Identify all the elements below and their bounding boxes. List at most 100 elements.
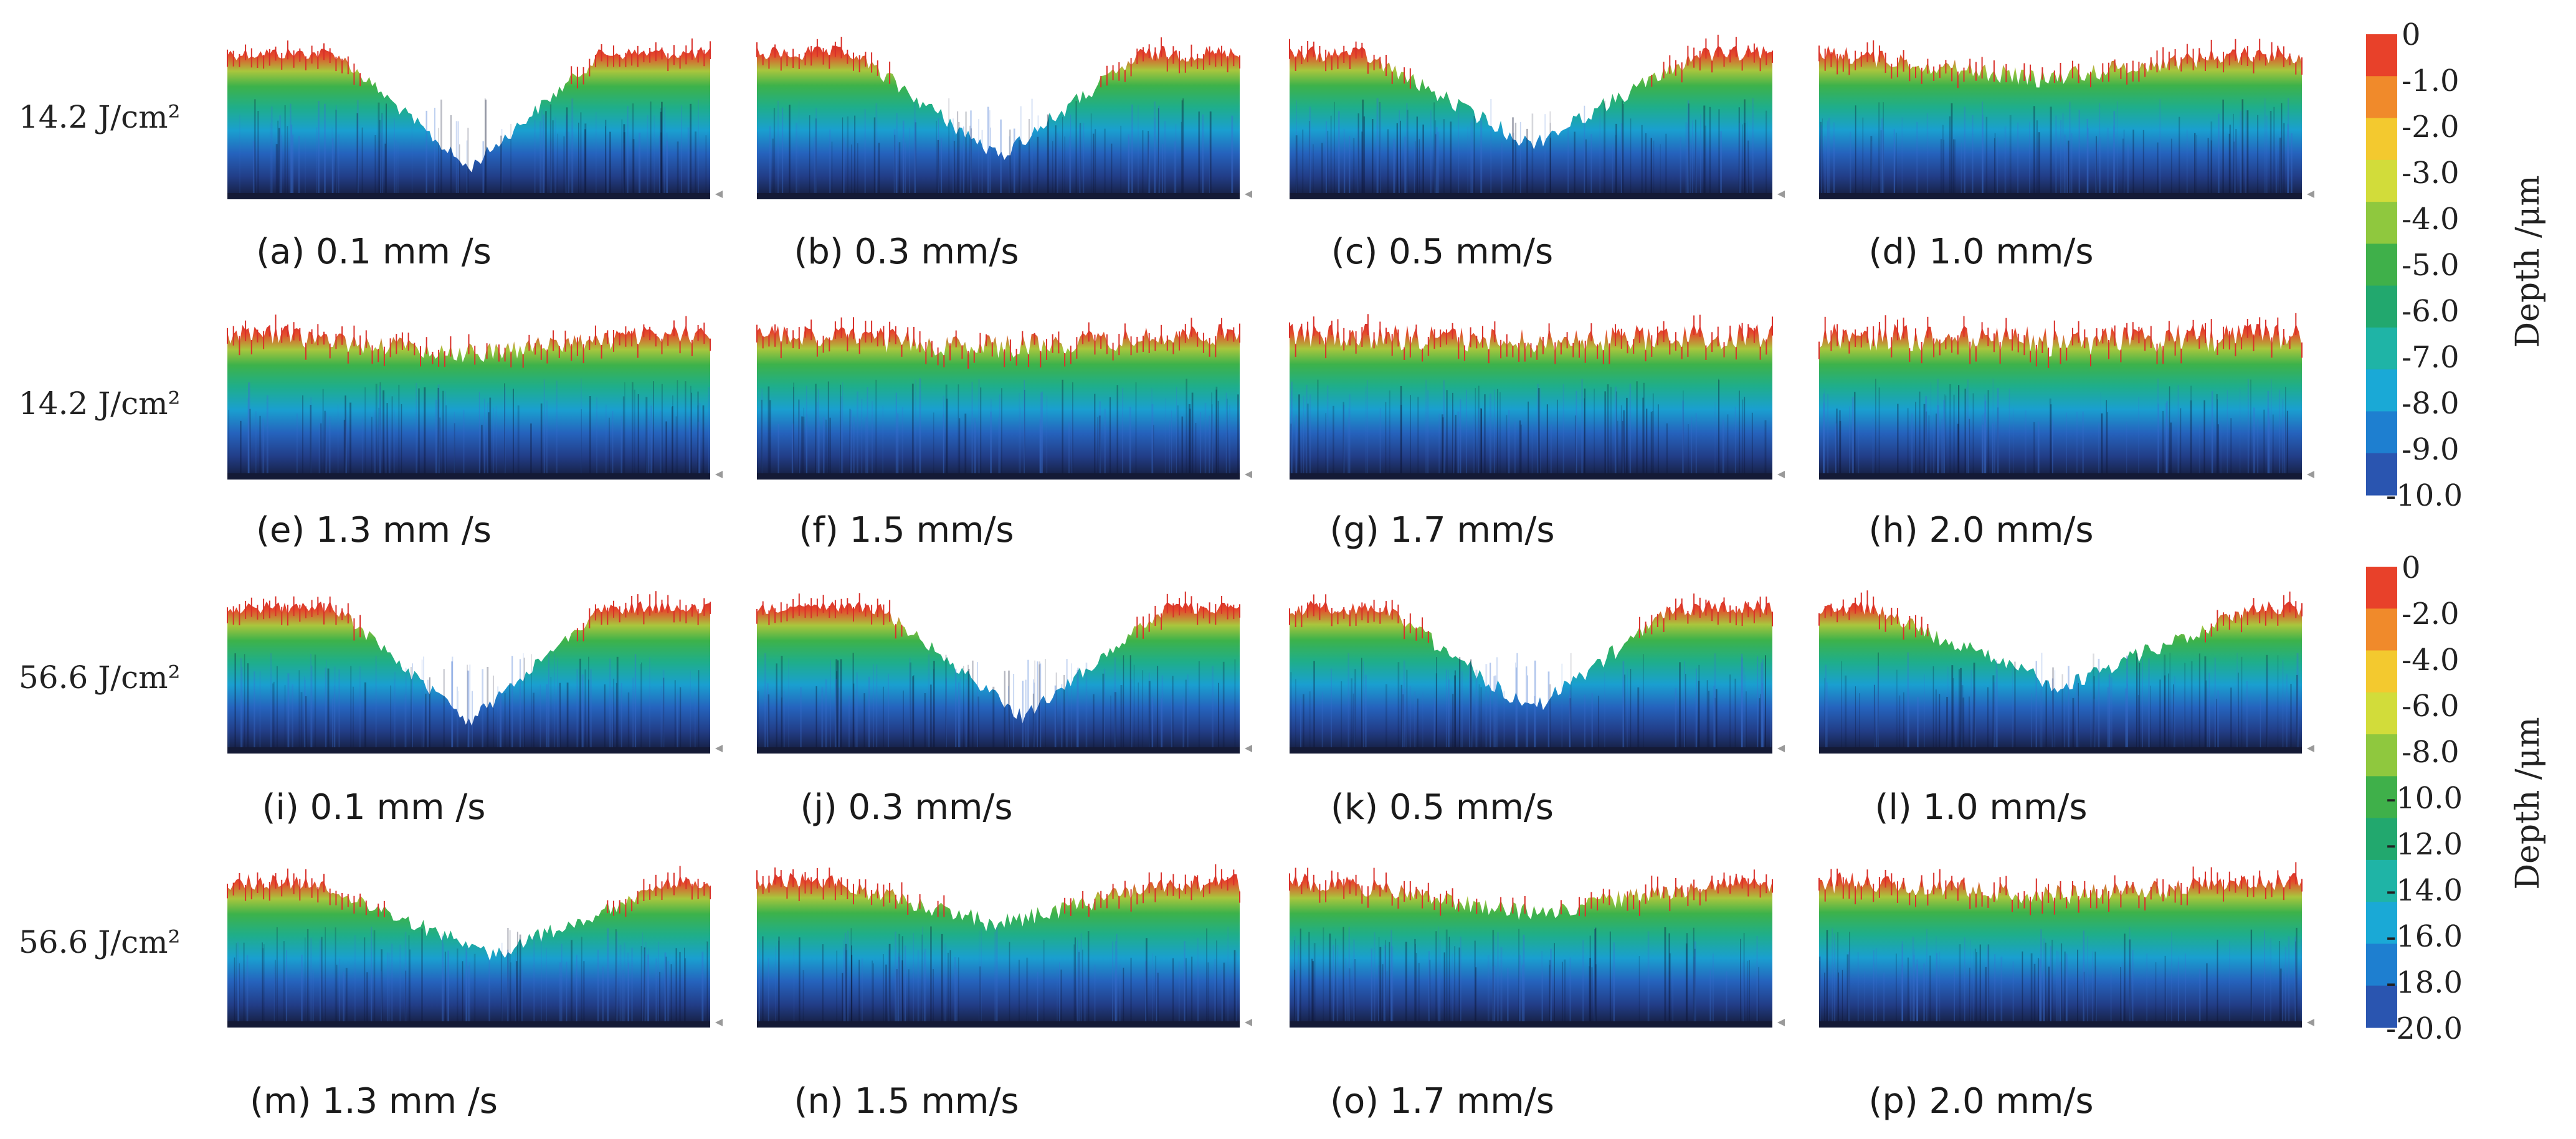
surface-floor	[227, 747, 710, 754]
cb-bottom-tick: -4.0	[2402, 643, 2460, 678]
axis-marker-icon	[715, 1019, 723, 1026]
caption-g: (g) 1.7 mm/s	[1329, 510, 1554, 551]
surface-profile	[227, 47, 710, 199]
cb-bottom-tick: -8.0	[2402, 735, 2460, 770]
caption-k: (k) 0.5 mm/s	[1331, 787, 1554, 828]
colorbar-swatch	[2366, 902, 2397, 945]
surface-floor	[1290, 473, 1772, 480]
panel-b	[756, 37, 1252, 199]
axis-marker-icon	[1777, 1019, 1785, 1026]
surface-floor	[757, 747, 1240, 754]
surface-floor	[227, 473, 710, 480]
panel-captions: (a) 0.1 mm /s (b) 0.3 mm/s (c) 0.5 mm/s …	[250, 232, 2093, 1122]
panel-c	[1289, 34, 1785, 200]
caption-l: (l) 1.0 mm/s	[1875, 787, 2087, 828]
axis-marker-icon	[1245, 745, 1252, 752]
caption-p: (p) 2.0 mm/s	[1868, 1081, 2093, 1122]
surface-floor	[1819, 473, 2302, 480]
cb-top-tick: -2.0	[2402, 110, 2460, 144]
panel-a	[227, 38, 723, 199]
colorbar-swatch	[2366, 118, 2397, 161]
panels	[227, 34, 2314, 1028]
colorbar-swatch	[2366, 859, 2397, 902]
colorbar-top-ticks: 0 -1.0 -2.0 -3.0 -4.0 -5.0 -6.0 -7.0 -8.…	[2386, 17, 2463, 513]
cb-bottom-tick: 0	[2402, 551, 2421, 585]
row-label-4: 56.6 J/cm²	[19, 924, 181, 960]
axis-marker-icon	[1245, 1019, 1252, 1026]
surface-profile	[757, 324, 1240, 480]
surface-profile	[1819, 600, 2302, 754]
colorbar-swatch	[2366, 159, 2397, 202]
surface-floor	[1290, 747, 1772, 754]
surface-floor	[1290, 1021, 1772, 1028]
surface-profile	[1819, 45, 2302, 199]
panel-o	[1289, 867, 1785, 1028]
surface-floor	[757, 193, 1240, 199]
panel-m	[227, 866, 723, 1028]
surface-profile	[227, 874, 710, 1028]
panel-j	[756, 591, 1252, 754]
caption-c: (c) 0.5 mm/s	[1331, 232, 1553, 272]
colorbar-swatch	[2366, 285, 2397, 328]
surface-profile	[1290, 873, 1772, 1028]
surface-floor	[1819, 193, 2302, 199]
cb-top-tick: -10.0	[2386, 478, 2463, 513]
caption-h: (h) 2.0 mm/s	[1869, 510, 2094, 551]
colorbar-bottom-title: Depth /μm	[2509, 717, 2547, 889]
colorbar-swatch	[2366, 692, 2397, 735]
surface-floor	[1819, 1021, 2302, 1028]
row-label-1: 14.2 J/cm²	[19, 99, 181, 135]
colorbar-swatch	[2366, 327, 2397, 370]
axis-marker-icon	[2307, 745, 2314, 752]
caption-i: (i) 0.1 mm /s	[262, 787, 486, 828]
caption-j: (j) 0.3 mm/s	[800, 787, 1012, 828]
caption-f: (f) 1.5 mm/s	[799, 510, 1014, 551]
caption-n: (n) 1.5 mm/s	[794, 1081, 1019, 1122]
colorbar-bottom: 0 -2.0 -4.0 -6.0 -8.0 -10.0 -12.0 -14.0 …	[2366, 551, 2547, 1046]
cb-bottom-tick: -10.0	[2386, 781, 2463, 816]
cb-top-tick: -6.0	[2402, 294, 2460, 329]
colorbar-swatch	[2366, 818, 2397, 861]
surface-profile	[757, 872, 1240, 1028]
cb-bottom-tick: -14.0	[2386, 873, 2463, 908]
cb-top-tick: -9.0	[2402, 432, 2460, 467]
caption-o: (o) 1.7 mm/s	[1330, 1081, 1554, 1122]
surface-profile	[757, 45, 1240, 199]
axis-marker-icon	[1245, 471, 1252, 478]
colorbar-bottom-ticks: 0 -2.0 -4.0 -6.0 -8.0 -10.0 -12.0 -14.0 …	[2386, 551, 2463, 1046]
surface-floor	[1290, 193, 1772, 199]
caption-d: (d) 1.0 mm/s	[1868, 232, 2093, 272]
row-label-2: 14.2 J/cm²	[19, 385, 181, 422]
colorbar-swatch	[2366, 369, 2397, 412]
surface-floor	[1819, 747, 2302, 754]
cb-bottom-tick: -12.0	[2386, 827, 2463, 862]
axis-marker-icon	[1777, 745, 1785, 752]
axis-marker-icon	[715, 745, 723, 752]
panel-e	[227, 314, 723, 480]
cb-top-tick: -1.0	[2402, 64, 2460, 98]
surface-floor	[757, 1021, 1240, 1028]
cb-top-tick: -8.0	[2402, 386, 2460, 421]
colorbar-swatch	[2366, 567, 2397, 609]
axis-marker-icon	[715, 471, 723, 478]
colorbar-top-swatches	[2366, 34, 2397, 496]
surface-profile	[1819, 872, 2302, 1028]
surface-profile	[1290, 600, 1772, 754]
colorbar-swatch	[2366, 943, 2397, 986]
colorbar-swatch	[2366, 650, 2397, 693]
colorbar-swatch	[2366, 411, 2397, 454]
cb-top-tick: -4.0	[2402, 202, 2460, 237]
cb-top-tick: -5.0	[2402, 248, 2460, 283]
colorbar-swatch	[2366, 243, 2397, 286]
cb-top-tick: 0	[2402, 17, 2421, 52]
caption-m: (m) 1.3 mm /s	[250, 1081, 498, 1122]
caption-b: (b) 0.3 mm/s	[794, 232, 1019, 272]
cb-bottom-tick: -20.0	[2386, 1011, 2463, 1046]
cb-bottom-tick: -16.0	[2386, 919, 2463, 954]
colorbar-swatch	[2366, 608, 2397, 651]
cb-bottom-tick: -2.0	[2402, 597, 2460, 631]
surface-floor	[227, 1021, 710, 1028]
caption-e: (e) 1.3 mm /s	[256, 510, 492, 551]
cb-top-tick: -3.0	[2402, 156, 2460, 191]
